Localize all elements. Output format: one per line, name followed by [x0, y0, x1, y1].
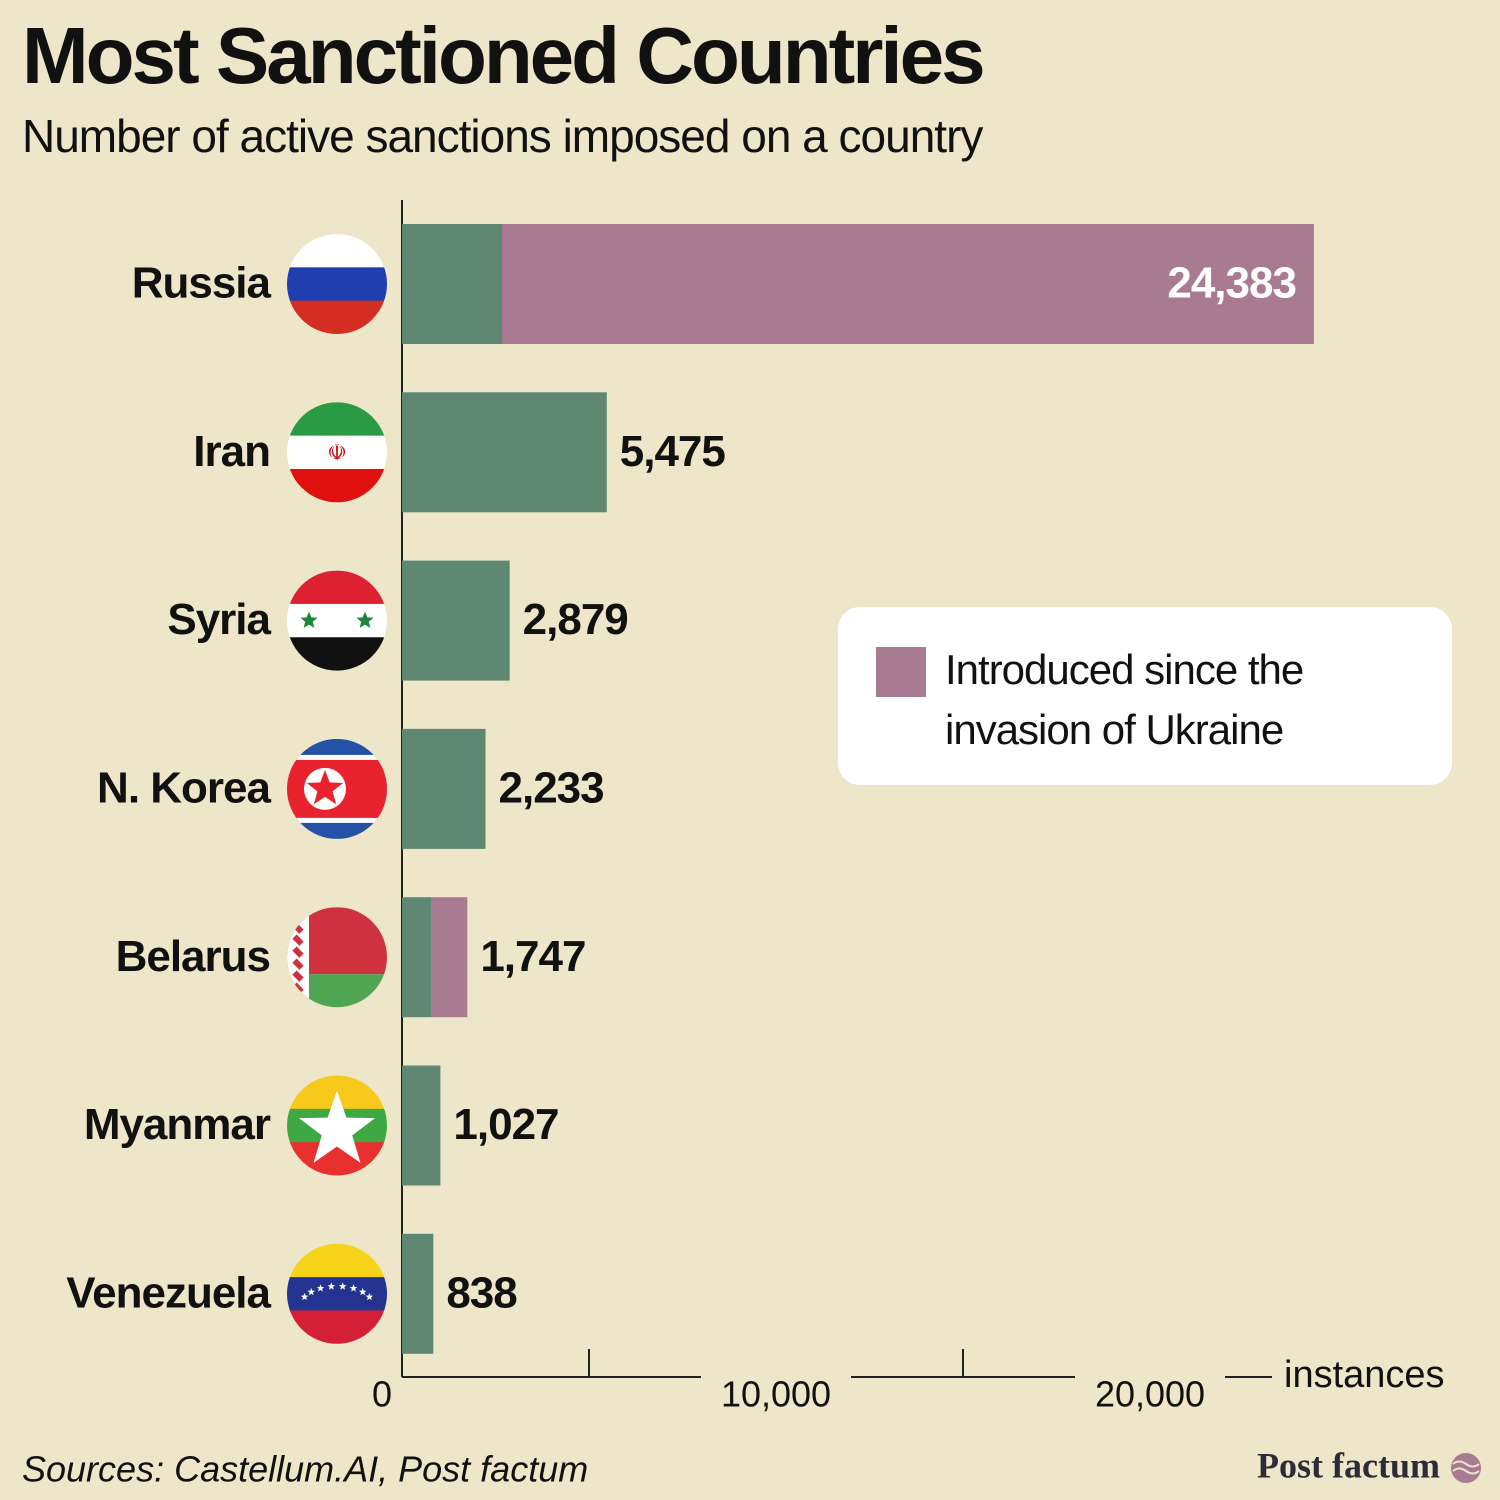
- category-label: N. Korea: [97, 764, 271, 813]
- flag-emblem: ☫: [327, 440, 347, 465]
- value-label: 5,475: [620, 427, 726, 476]
- bar-segment: [402, 897, 431, 1018]
- x-tick-label: 20,000: [1095, 1374, 1205, 1415]
- bar-segment: [402, 560, 510, 681]
- value-label: 838: [446, 1268, 517, 1317]
- value-label: 2,233: [499, 764, 604, 813]
- flag-star: [300, 1292, 309, 1301]
- value-label: 2,879: [523, 595, 628, 644]
- flag-star: [356, 611, 374, 628]
- category-label: Iran: [193, 427, 270, 476]
- chart-title: Most Sanctioned Countries: [22, 11, 983, 100]
- brand-logo: [1451, 1453, 1481, 1483]
- flag: [287, 234, 387, 334]
- flag-star: [300, 611, 318, 628]
- flag-star: [365, 1292, 374, 1301]
- legend-box: [838, 607, 1452, 785]
- category-label: Venezuela: [66, 1268, 271, 1317]
- flag-star: [338, 1282, 347, 1290]
- value-label: 24,383: [1167, 259, 1296, 308]
- flag-star: [316, 1284, 325, 1292]
- flag-star: [349, 1284, 358, 1292]
- category-label: Syria: [167, 595, 271, 644]
- flag-star: [307, 1287, 316, 1296]
- source: Sources: Castellum.AI, Post factum: [22, 1449, 588, 1490]
- x-axis-label: instances: [1284, 1354, 1445, 1396]
- bar-segment: [502, 224, 1314, 344]
- category-label: Russia: [132, 259, 272, 308]
- brand: Post factum: [1257, 1445, 1440, 1485]
- x-tick-label: 10,000: [721, 1374, 831, 1415]
- bar-segment: [430, 897, 468, 1018]
- bar-segment: [402, 1065, 441, 1186]
- flag: ☫: [287, 402, 387, 503]
- flag-ornament: [292, 970, 304, 982]
- flag: [287, 1243, 387, 1344]
- value-label: 1,747: [480, 932, 585, 981]
- flag-ornament: [292, 934, 304, 946]
- category-label: Belarus: [116, 932, 270, 981]
- flag-ornament: [292, 958, 304, 970]
- bar-segment: [402, 728, 486, 849]
- flag-star: [358, 1287, 367, 1296]
- legend-text-box: Introduced since the invasion of Ukraine: [945, 646, 1304, 753]
- chart-subtitle: Number of active sanctions imposed on a …: [22, 110, 983, 162]
- flag-stripe: [287, 1277, 387, 1311]
- flag-stripe: [287, 267, 387, 302]
- flag-stripe: [287, 435, 387, 470]
- flag-star: [299, 1090, 375, 1163]
- flag: [287, 1075, 387, 1176]
- flag-star: [306, 769, 344, 805]
- x-tick-label: 0: [372, 1374, 392, 1415]
- bar-segment: [402, 392, 607, 513]
- flag: [287, 738, 387, 839]
- bar-segment: [402, 1233, 434, 1354]
- flag-star: [327, 1282, 336, 1290]
- flag-ornament: [292, 946, 304, 958]
- flag-stripe: [287, 603, 387, 638]
- flag: [287, 570, 387, 671]
- legend-swatch: [876, 647, 926, 697]
- legend: Introduced since the invasion of Ukraine: [838, 607, 1452, 785]
- category-label: Myanmar: [84, 1100, 271, 1149]
- bar-segment: [402, 224, 503, 344]
- value-label: 1,027: [453, 1100, 558, 1149]
- legend-label: Introduced since the invasion of Ukraine: [945, 646, 1304, 753]
